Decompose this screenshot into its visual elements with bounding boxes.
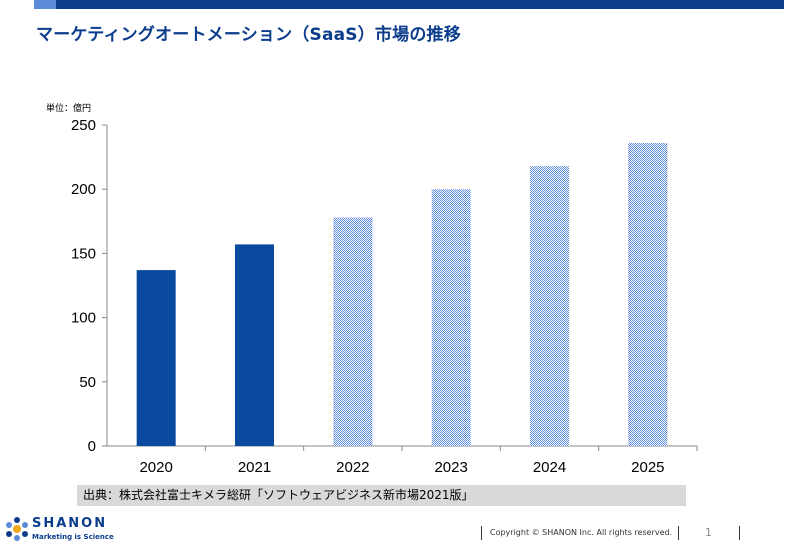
page-number: 1 (705, 526, 712, 539)
y-tick-label: 200 (71, 181, 96, 198)
top-banner (34, 0, 784, 9)
bar-2020 (136, 270, 176, 446)
y-tick-label: 250 (71, 117, 96, 134)
footer-separator (481, 526, 482, 540)
copyright-text: Copyright © SHANON Inc. All rights reser… (490, 528, 673, 537)
x-tick-label: 2020 (139, 459, 172, 476)
footer-separator (739, 526, 740, 540)
source-note: 出典：株式会社富士キメラ総研「ソフトウェアビジネス新市場2021版」 (77, 485, 686, 506)
top-banner-accent (34, 0, 56, 9)
bar-2025 (628, 142, 668, 446)
x-tick-label: 2023 (434, 459, 467, 476)
logo-mark-icon (6, 517, 28, 541)
bar-2023 (431, 189, 471, 446)
bar-2022 (333, 217, 373, 446)
y-tick-label: 100 (71, 310, 96, 327)
footer-separator (678, 526, 679, 540)
bar-chart: 0 50 100 150 200 250 2020 2021 2022 2023 2024 2025 (71, 117, 698, 476)
bar-2021 (235, 244, 274, 446)
logo-tagline: Marketing is Science (32, 533, 114, 541)
unit-label: 単位：億円 (46, 104, 92, 114)
y-tick-label: 50 (79, 374, 96, 391)
logo-brand: SHANON (32, 516, 108, 531)
y-tick-label: 0 (88, 438, 96, 455)
shanon-logo: SHANON Marketing is Science (4, 516, 114, 544)
x-tick-label: 2021 (238, 459, 271, 476)
bar-2024 (530, 166, 569, 446)
x-tick-label: 2022 (336, 459, 369, 476)
page-title: マーケティングオートメーション（SaaS）市場の推移 (36, 25, 461, 45)
x-tick-label: 2025 (631, 459, 664, 476)
y-tick-label: 150 (71, 245, 96, 262)
x-tick-label: 2024 (533, 459, 566, 476)
